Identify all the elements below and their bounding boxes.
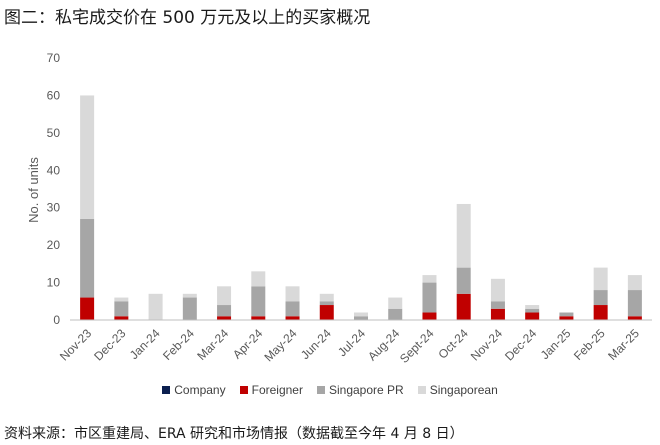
bar-segment-singapore-pr <box>456 267 471 294</box>
bar-segment-singapore-pr <box>627 290 642 317</box>
legend-item-foreigner: Foreigner <box>239 383 303 397</box>
bar-segment-singaporean <box>251 271 266 287</box>
x-tick-label: Mar-25 <box>605 326 642 363</box>
bar-segment-singaporean <box>217 286 232 306</box>
legend-item-company: Company <box>162 383 226 397</box>
y-tick-label: 40 <box>47 163 61 177</box>
y-tick-label: 0 <box>53 313 60 327</box>
y-tick-label: 50 <box>47 126 61 140</box>
bar-segment-singaporean <box>593 267 608 291</box>
legend-label: Company <box>174 383 226 397</box>
y-axis: 0 10 20 30 40 50 60 70 <box>47 51 61 327</box>
y-tick-label: 30 <box>47 201 61 215</box>
bar-segment-foreigner <box>217 316 232 320</box>
bar-segment-singapore-pr <box>490 301 505 309</box>
x-tick-label: Jul-24 <box>335 326 368 359</box>
y-axis-label: No. of units <box>26 157 41 223</box>
bar-segment-singapore-pr <box>80 218 95 298</box>
bar-segment-foreigner <box>251 316 266 320</box>
bar-segment-singaporean <box>114 297 129 302</box>
bar-segment-foreigner <box>525 312 540 320</box>
bar-segment-singapore-pr <box>251 286 266 317</box>
bar-segment-singaporean <box>80 95 95 219</box>
y-tick-label: 60 <box>47 88 61 102</box>
x-tick-label: Nov-24 <box>468 326 505 363</box>
x-tick-label: Jan-24 <box>127 326 163 362</box>
chart-title: 图二：私宅成交价在 500 万元及以上的买家概况 <box>4 8 371 28</box>
legend-swatch <box>417 386 426 394</box>
bar-segment-foreigner <box>285 316 300 320</box>
bar-segment-singapore-pr <box>182 297 197 320</box>
legend: Company Foreigner Singapore PR Singaporean <box>0 383 660 397</box>
bars <box>80 95 642 320</box>
bar-segment-singaporean <box>182 293 197 298</box>
bar-segment-foreigner <box>490 308 505 320</box>
bar-segment-singapore-pr <box>422 282 437 313</box>
bar-segment-singaporean <box>422 275 437 283</box>
bar-segment-foreigner <box>627 316 642 320</box>
bar-segment-singapore-pr <box>559 312 574 317</box>
bar-segment-singaporean <box>490 278 505 302</box>
x-tick-label: Oct-24 <box>435 326 471 362</box>
y-tick-label: 70 <box>47 51 61 65</box>
x-tick-label: Feb-25 <box>571 326 608 363</box>
y-tick-label: 20 <box>47 238 61 252</box>
bar-segment-singaporean <box>285 286 300 302</box>
bar-segment-singaporean <box>525 305 540 309</box>
bar-segment-singaporean <box>319 293 334 302</box>
legend-item-singaporean: Singaporean <box>417 383 498 397</box>
bar-segment-foreigner <box>422 312 437 320</box>
bar-segment-singapore-pr <box>319 301 334 306</box>
bar-segment-singapore-pr <box>593 290 608 306</box>
bar-segment-foreigner <box>80 297 95 320</box>
x-axis: Nov-23Dec-23Jan-24Feb-24Mar-24Apr-24May-… <box>57 319 652 366</box>
legend-item-singapore-pr: Singapore PR <box>316 383 404 397</box>
bar-segment-foreigner <box>319 305 334 320</box>
legend-swatch <box>162 386 171 394</box>
bar-segment-foreigner <box>114 316 129 320</box>
x-tick-label: Mar-24 <box>194 326 231 363</box>
legend-swatch <box>316 386 325 394</box>
x-tick-label: Sept-24 <box>397 326 437 366</box>
bar-segment-singapore-pr <box>114 301 129 317</box>
legend-label: Singapore PR <box>328 383 404 397</box>
x-tick-label: Apr-24 <box>230 326 266 362</box>
bar-segment-foreigner <box>559 316 574 320</box>
x-tick-label: Jan-25 <box>538 326 574 362</box>
bar-segment-singapore-pr <box>388 308 403 320</box>
bar-segment-singaporean <box>354 312 368 317</box>
x-tick-label: Feb-24 <box>160 326 197 363</box>
bar-segment-foreigner <box>456 293 471 320</box>
legend-label: Foreigner <box>251 383 303 397</box>
bar-segment-singaporean <box>627 275 642 291</box>
x-tick-label: Dec-23 <box>91 326 128 363</box>
bar-segment-singapore-pr <box>354 316 368 320</box>
bar-segment-singaporean <box>148 293 163 320</box>
x-tick-label: May-24 <box>261 326 299 364</box>
legend-swatch <box>239 386 248 394</box>
x-tick-label: Dec-24 <box>502 326 539 363</box>
bar-segment-singapore-pr <box>525 308 540 313</box>
bar-segment-singaporean <box>456 203 471 268</box>
source-note: 资料来源：市区重建局、ERA 研究和市场情报（数据截至今年 4 月 8 日） <box>4 426 464 442</box>
x-tick-label: Nov-23 <box>57 326 94 363</box>
bar-segment-singaporean <box>388 297 403 309</box>
bar-segment-singapore-pr <box>285 301 300 317</box>
y-tick-label: 10 <box>47 276 61 290</box>
bar-segment-foreigner <box>593 305 608 320</box>
legend-label: Singaporean <box>429 383 498 397</box>
x-tick-label: Aug-24 <box>365 326 402 363</box>
x-tick-label: Jun-24 <box>298 326 334 362</box>
bar-segment-singapore-pr <box>217 305 232 317</box>
